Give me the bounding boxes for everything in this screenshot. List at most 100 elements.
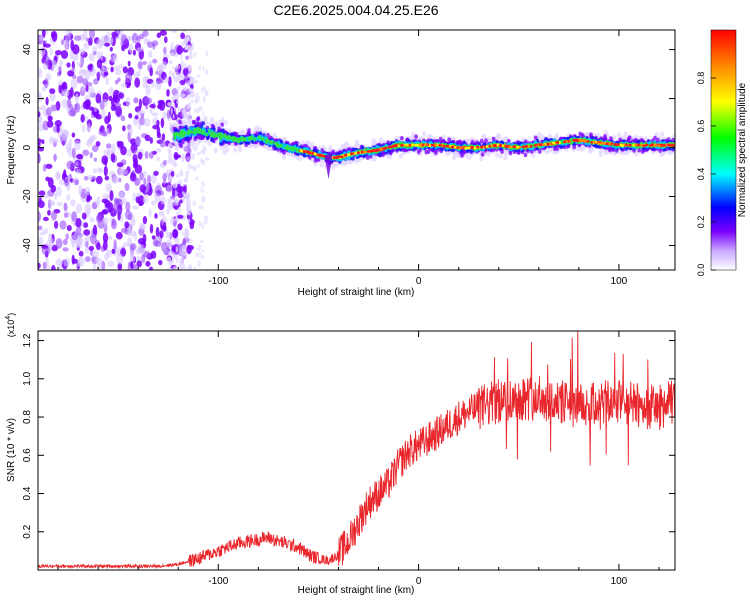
noise-point bbox=[196, 108, 200, 114]
noise-point bbox=[156, 156, 160, 162]
ridge-point bbox=[172, 122, 177, 128]
noise-point bbox=[139, 172, 144, 181]
ridge-point bbox=[603, 130, 608, 136]
ridge-point bbox=[481, 134, 486, 141]
noise-point bbox=[102, 209, 107, 215]
ridge-point bbox=[421, 131, 427, 137]
noise-point bbox=[130, 243, 137, 251]
noise-point bbox=[195, 176, 199, 181]
noise-point bbox=[138, 122, 142, 131]
noise-point bbox=[63, 212, 69, 218]
noise-point bbox=[103, 149, 111, 156]
noise-point bbox=[83, 229, 91, 236]
noise-point bbox=[83, 175, 89, 181]
noise-point bbox=[122, 66, 128, 74]
noise-point bbox=[120, 146, 127, 156]
noise-point bbox=[188, 64, 192, 72]
noise-point bbox=[100, 130, 107, 137]
noise-point bbox=[132, 217, 136, 227]
noise-point bbox=[65, 233, 69, 240]
noise-point bbox=[203, 217, 208, 225]
noise-point bbox=[38, 124, 44, 132]
noise-point bbox=[172, 182, 177, 189]
noise-point bbox=[83, 30, 88, 40]
noise-point bbox=[183, 67, 189, 77]
noise-point bbox=[107, 111, 111, 123]
ridge-point bbox=[222, 149, 227, 155]
noise-point bbox=[149, 223, 154, 234]
noise-point bbox=[142, 76, 149, 85]
ridge-point bbox=[178, 119, 182, 125]
ridge-point bbox=[627, 136, 631, 141]
noise-point bbox=[38, 196, 42, 204]
noise-point bbox=[187, 203, 191, 210]
noise-point bbox=[174, 237, 180, 245]
noise-point bbox=[109, 190, 114, 202]
noise-point bbox=[129, 255, 136, 264]
noise-point bbox=[185, 44, 188, 50]
noise-point bbox=[38, 68, 43, 78]
noise-point bbox=[182, 75, 190, 80]
noise-point bbox=[180, 41, 186, 46]
noise-point bbox=[138, 200, 143, 206]
noise-point bbox=[148, 50, 153, 58]
noise-point bbox=[86, 123, 91, 133]
noise-point bbox=[121, 197, 127, 205]
noise-point bbox=[127, 237, 133, 244]
noise-point bbox=[131, 205, 139, 210]
noise-point bbox=[105, 183, 112, 193]
noise-point bbox=[79, 48, 86, 55]
noise-point bbox=[163, 221, 167, 231]
ridge-point bbox=[538, 149, 542, 154]
noise-point bbox=[78, 256, 85, 267]
ridge-point bbox=[192, 120, 197, 125]
ridge-point bbox=[268, 145, 274, 151]
noise-point bbox=[133, 72, 139, 80]
noise-point bbox=[47, 177, 54, 188]
noise-point bbox=[120, 83, 128, 88]
noise-point bbox=[96, 38, 103, 49]
noise-point bbox=[170, 217, 175, 224]
noise-point bbox=[84, 247, 90, 254]
ridge-point bbox=[221, 128, 225, 133]
noise-point bbox=[187, 218, 191, 223]
noise-point bbox=[92, 224, 98, 236]
noise-point bbox=[134, 115, 139, 120]
noise-point bbox=[75, 161, 79, 167]
noise-point bbox=[65, 30, 72, 37]
noise-point bbox=[168, 231, 171, 239]
noise-point bbox=[134, 177, 141, 186]
noise-point bbox=[54, 138, 59, 144]
noise-point bbox=[138, 33, 145, 40]
noise-point bbox=[166, 89, 170, 97]
noise-point bbox=[89, 217, 95, 223]
ridge-point bbox=[572, 144, 577, 150]
noise-point bbox=[202, 144, 205, 149]
ridge-point bbox=[534, 135, 538, 140]
noise-point bbox=[89, 136, 95, 143]
noise-point bbox=[150, 250, 157, 259]
noise-point bbox=[154, 193, 161, 203]
ridge-point bbox=[548, 133, 553, 139]
noise-point bbox=[172, 161, 178, 168]
noise-point bbox=[177, 117, 181, 121]
noise-point bbox=[172, 187, 175, 198]
noise-point bbox=[58, 179, 66, 186]
noise-point bbox=[55, 171, 61, 180]
noise-point bbox=[118, 92, 124, 99]
ridge-point bbox=[451, 148, 455, 153]
noise-point bbox=[184, 192, 191, 200]
noise-point bbox=[85, 186, 91, 196]
ridge-point bbox=[637, 148, 641, 153]
noise-point bbox=[147, 41, 154, 48]
noise-point bbox=[166, 209, 170, 215]
noise-point bbox=[144, 134, 151, 142]
noise-point bbox=[194, 143, 198, 148]
noise-point bbox=[76, 241, 83, 249]
noise-point bbox=[46, 264, 50, 270]
ridge-point bbox=[466, 138, 471, 144]
noise-point bbox=[159, 30, 167, 36]
noise-point bbox=[80, 114, 85, 123]
